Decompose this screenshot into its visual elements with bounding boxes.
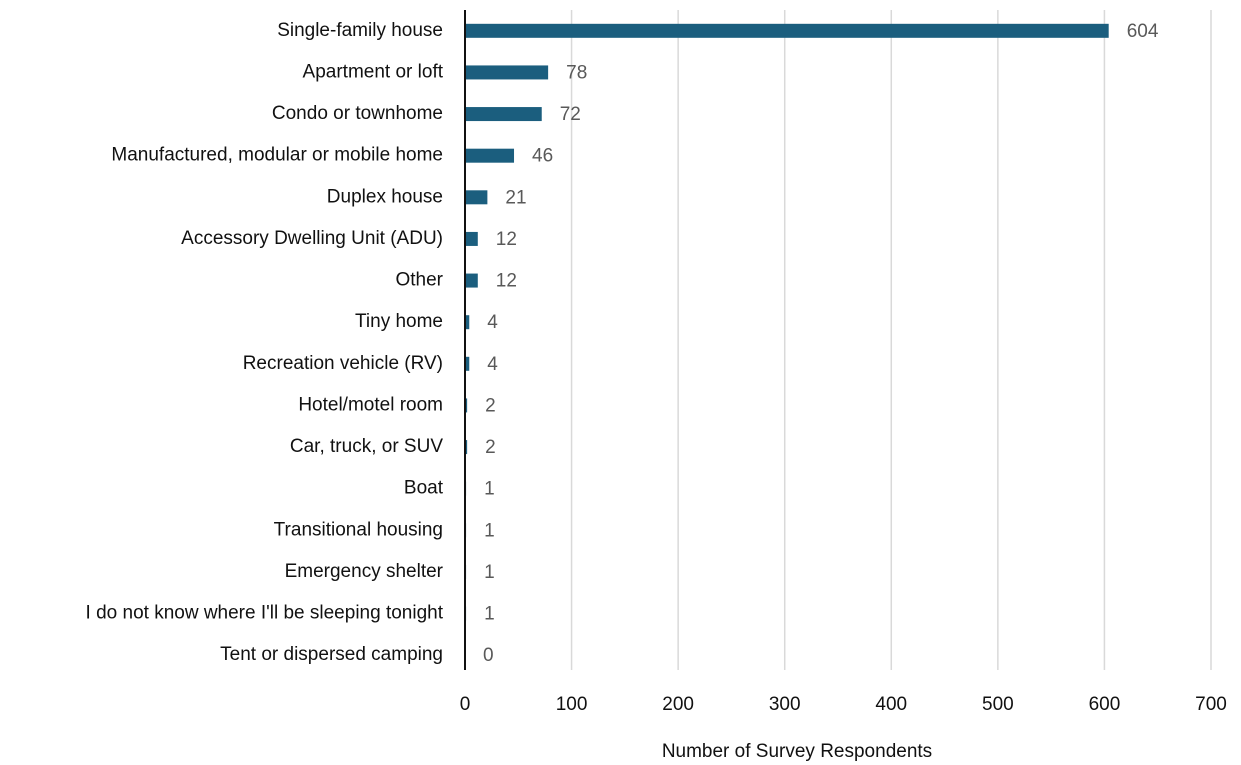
y-tick-label: Other bbox=[395, 270, 443, 291]
bar bbox=[465, 190, 488, 205]
x-tick-label: 0 bbox=[460, 694, 471, 715]
x-tick-label: 500 bbox=[982, 694, 1014, 715]
y-tick-label: Accessory Dwelling Unit (ADU) bbox=[181, 228, 443, 249]
y-tick-label: Single-family house bbox=[277, 20, 443, 41]
y-tick-label: Boat bbox=[404, 478, 444, 499]
data-label: 2 bbox=[485, 437, 496, 458]
y-tick-label: Emergency shelter bbox=[285, 561, 444, 582]
data-label: 78 bbox=[566, 62, 587, 83]
data-label: 12 bbox=[496, 229, 517, 250]
x-axis-title: Number of Survey Respondents bbox=[662, 741, 932, 762]
y-tick-label: I do not know where I'll be sleeping ton… bbox=[86, 603, 444, 624]
bar bbox=[465, 23, 1109, 38]
data-label: 1 bbox=[484, 520, 495, 541]
data-label: 72 bbox=[560, 104, 581, 125]
x-tick-label: 200 bbox=[662, 694, 694, 715]
bar bbox=[465, 148, 515, 163]
y-tick-label: Apartment or loft bbox=[303, 61, 444, 82]
x-tick-label: 400 bbox=[875, 694, 907, 715]
bar bbox=[465, 65, 549, 80]
x-tick-label: 300 bbox=[769, 694, 801, 715]
data-label: 46 bbox=[532, 146, 553, 167]
data-label: 0 bbox=[483, 645, 494, 666]
y-tick-label: Car, truck, or SUV bbox=[290, 436, 443, 457]
data-label: 4 bbox=[487, 354, 498, 375]
y-tick-label: Tiny home bbox=[355, 311, 443, 332]
x-tick-label: 100 bbox=[556, 694, 588, 715]
bar bbox=[465, 231, 478, 246]
y-tick-label: Manufactured, modular or mobile home bbox=[111, 145, 443, 166]
y-tick-label: Condo or townhome bbox=[272, 103, 443, 124]
bar bbox=[465, 440, 468, 455]
data-label: 12 bbox=[496, 271, 517, 292]
data-label: 604 bbox=[1127, 21, 1159, 42]
bar bbox=[465, 273, 478, 288]
y-tick-label: Tent or dispersed camping bbox=[220, 644, 443, 665]
x-tick-label: 600 bbox=[1089, 694, 1121, 715]
y-tick-label: Hotel/motel room bbox=[298, 394, 443, 415]
data-label: 4 bbox=[487, 312, 498, 333]
data-label: 1 bbox=[484, 604, 495, 625]
data-label: 2 bbox=[485, 395, 496, 416]
data-label: 1 bbox=[484, 479, 495, 500]
x-tick-label: 700 bbox=[1195, 694, 1227, 715]
data-label: 21 bbox=[505, 187, 526, 208]
y-tick-label: Recreation vehicle (RV) bbox=[243, 353, 443, 374]
bar bbox=[465, 107, 542, 122]
bar bbox=[465, 398, 468, 413]
data-label: 1 bbox=[484, 562, 495, 583]
y-tick-label: Duplex house bbox=[327, 186, 443, 207]
bar bbox=[465, 315, 470, 330]
bar bbox=[465, 356, 470, 371]
y-tick-label: Transitional housing bbox=[274, 519, 443, 540]
